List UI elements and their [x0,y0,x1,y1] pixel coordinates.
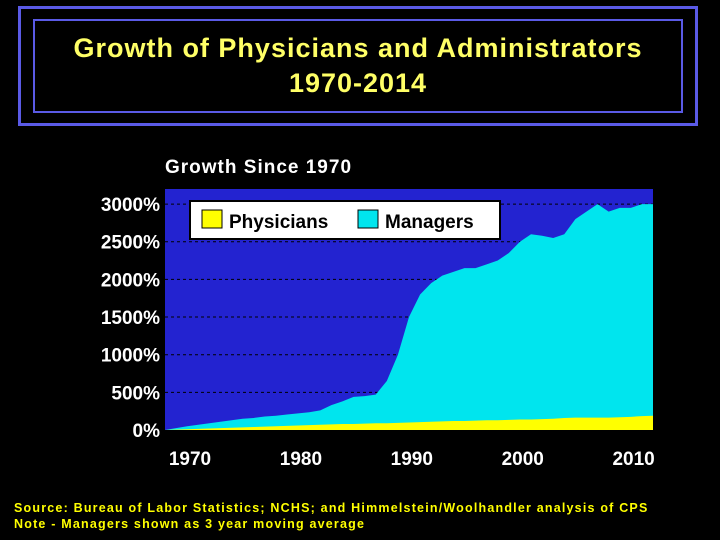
y-tick-label-5: 2500% [101,233,160,254]
y-tick-label-4: 2000% [101,270,160,291]
legend-label-managers: Managers [385,212,474,233]
area-chart: Growth Since 1970 0% 500% 1000% 1500% 2000% 2… [101,157,655,470]
y-tick-label-6: 3000% [101,195,160,216]
page-title: Growth of Physicians and Administrators [73,33,643,63]
y-tick-label-0: 0% [133,421,161,442]
page-subtitle: 1970-2014 [288,68,428,98]
legend-swatch-managers [357,209,379,229]
y-tick-label-1: 500% [111,383,160,404]
x-tick-label-0: 1970 [169,449,211,470]
title-inner-frame: Growth of Physicians and Administrators … [33,19,683,113]
axis-labels: 0% 500% 1000% 1500% 2000% 2500% 3000% 1970 1980 1… [101,195,655,470]
legend-label-physicians: Physicians [229,212,328,233]
legend-box [189,200,501,240]
legend-swatch-physicians [201,209,223,229]
legend: Physicians Managers [189,200,501,240]
x-tick-label-4: 2010 [612,449,654,470]
moving-average-note: Note - Managers shown as 3 year moving a… [14,517,366,531]
x-tick-label-2: 1990 [391,449,433,470]
x-tick-label-3: 2000 [502,449,544,470]
x-tick-label-1: 1980 [280,449,322,470]
series-areas [165,204,653,430]
series-area-managers [165,204,653,430]
footer: Source: Bureau of Labor Statistics; NCHS… [14,500,714,532]
chart-title: Growth Since 1970 [165,157,352,178]
source-note: Source: Bureau of Labor Statistics; NCHS… [14,501,649,515]
y-tick-label-3: 1500% [101,308,160,329]
series-area-physicians [165,415,653,430]
title-box: Growth of Physicians and Administrators … [18,6,698,126]
y-tick-label-2: 1000% [101,346,160,367]
